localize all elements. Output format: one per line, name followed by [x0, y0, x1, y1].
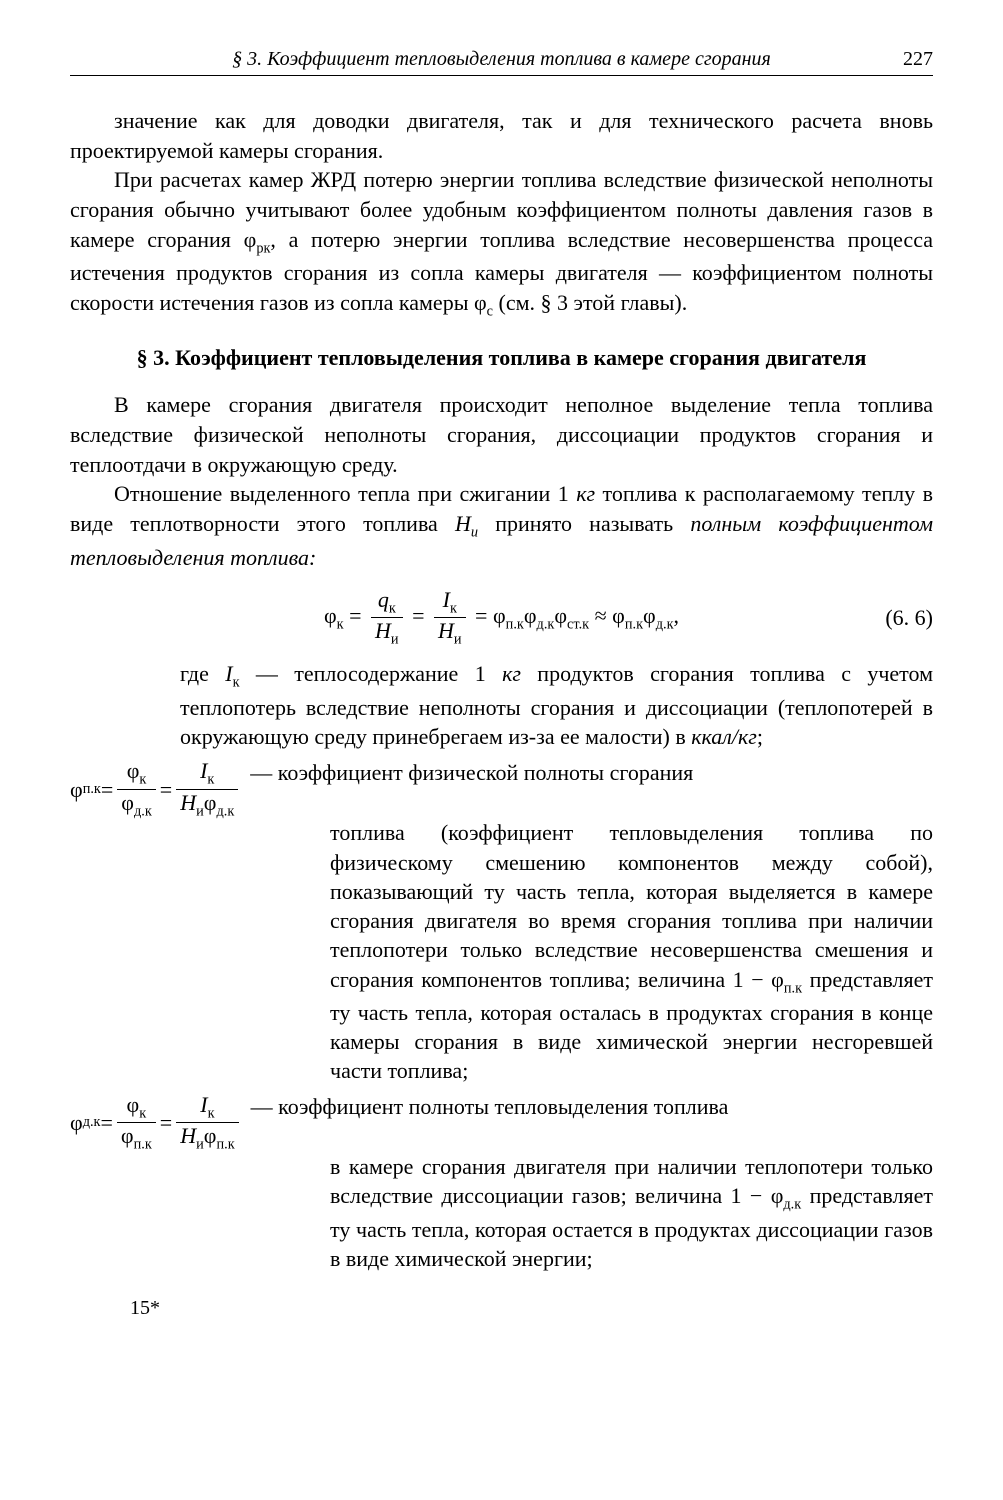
definition-phi-dk-text: в камере сгорания двигателя при наличии … [330, 1152, 933, 1273]
definition-phi-dk: φд.к= φк φп.к = Iк Hиφп.к — коэффициент … [70, 1092, 933, 1152]
signature-marker: 15* [130, 1297, 933, 1320]
running-title: § 3. Коэффициент тепловыделения топлива … [130, 48, 873, 71]
running-header: § 3. Коэффициент тепловыделения топлива … [70, 48, 933, 76]
where-Ik: где Iк — теплосодержание 1 кг продуктов … [180, 659, 933, 752]
definition-phi-pk: φп.к= φк φд.к = Iк Hиφд.к — коэффициент … [70, 758, 933, 818]
paragraph-3: В камере сгорания двигателя происходит н… [70, 390, 933, 479]
equation-6-6: φк = qк Hи = Iк Hи = φп.кφд.кφст.к ≈ φп.… [70, 589, 933, 647]
paragraph-2: При расчетах камер ЖРД потерю энергии то… [70, 165, 933, 321]
section-title: § 3. Коэффициент тепловыделения топлива … [130, 344, 873, 373]
page-number: 227 [873, 48, 933, 71]
paragraph-4: Отношение выделенного тепла при сжигании… [70, 479, 933, 572]
paragraph-1: значение как для доводки двигателя, так … [70, 106, 933, 165]
equation-number: (6. 6) [885, 605, 933, 631]
definition-phi-pk-text: топлива (коэффициент тепловыделения топл… [330, 818, 933, 1085]
